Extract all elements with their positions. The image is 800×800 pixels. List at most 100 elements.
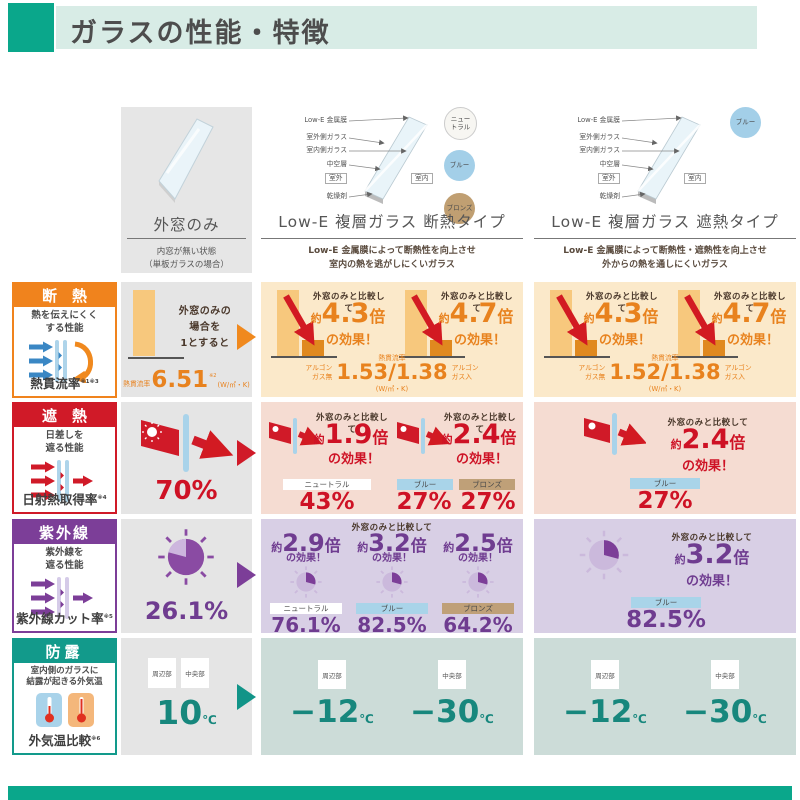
effect-factor: 約2.5倍 [443, 529, 513, 557]
condensation-dannetsu-cell: 周辺部 −12 ℃ 中央部 −30 ℃ [261, 638, 523, 755]
temp-group: 中央部 −30 ℃ [391, 638, 513, 755]
compare-note: 外窓のみと比較して [443, 413, 516, 435]
effect-factor: 約4.3倍 [310, 298, 386, 329]
temp-group: 周辺部 −12 ℃ [271, 638, 393, 755]
uv-metric: 紫外線カット率※5 [16, 611, 113, 626]
label-outer-glass: 室外側ガラス [306, 133, 347, 141]
sun-flag-arrow-icon [269, 418, 323, 454]
effect-label: の効果！ [286, 553, 326, 564]
axis-line [128, 357, 184, 359]
condensation-shanetsu-cell: 周辺部 −12 ℃ 中央部 −30 ℃ [534, 638, 796, 755]
label-air-layer: 中空層 [599, 160, 620, 168]
heatshield-item: 外窓のみと比較して 約2.4倍 の効果！ ブルー 27% ブロンズ 27% [395, 405, 517, 515]
sun-pie-icon [579, 530, 629, 580]
uv-cut-value: 82.5% [357, 613, 427, 637]
insulation-type-title: Low-E 複層ガラス 断熱タイプ [278, 213, 506, 231]
swatch-bronze: ブロンズ [444, 193, 475, 224]
heatshield-row-label: 遮 熱 日差しを 遮る性能 日射熱取得率※4 [12, 402, 117, 514]
outside-temp: −12 ℃ [563, 694, 647, 730]
decrease-arrow [684, 294, 716, 346]
color-badge-blue: ブルー [397, 479, 453, 490]
solar-gain-value: 27% [460, 489, 516, 515]
insulation-metric: 熱貫流率※1※3 [30, 376, 99, 391]
sun-pie-icon [462, 566, 494, 598]
sun-flag-arrow-icon [584, 413, 646, 455]
color-badge-blue: ブルー [356, 603, 428, 614]
mini-bar-chart: 外窓のみと比較して 約4.3倍 の効果！ [269, 288, 389, 358]
uv-cut-outer: 26.1% [144, 597, 229, 625]
compare-note: 外窓のみと比較して [667, 418, 749, 428]
column-header-heatshield-type: Low-E 金属膜 室外側ガラス 室内側ガラス 中空層 乾燥剤 室外 室内 ブル… [534, 105, 796, 275]
swatch-blue: ブルー [730, 107, 761, 138]
reference-note: 外窓のみの 場合を 1とすると [178, 306, 232, 349]
mini-bar-chart: 外窓のみと比較して 約4.3倍 の効果！ [542, 288, 662, 358]
sun-pie-icon [158, 529, 214, 585]
effect-factor: 約2.4倍 [441, 419, 517, 450]
heatshield-dannetsu-cell: 外窓のみと比較して 約1.9倍 の効果！ ニュートラル 43% 外窓のみと比較し… [261, 402, 523, 514]
insulation-outer-cell: 外窓のみの 場合を 1とすると 熱貫流率 6.51 ※2 (W/㎡・K) [121, 282, 252, 397]
effect-factor: 約2.4倍 [670, 424, 746, 455]
title-band [56, 6, 757, 49]
double-glazing-diagram [348, 115, 428, 204]
effect-factor: 約4.3倍 [583, 298, 659, 329]
sun-pie-icon [376, 566, 408, 598]
swatch-blue: ブルー [444, 150, 475, 181]
arrow-right-orange [237, 324, 256, 350]
uv-row-title: 紫外線 [14, 521, 115, 544]
insulation-row-label: 断 熱 熱を伝えにくく する性能 熱貫流率※1※3 [12, 282, 117, 398]
insulation-row-desc: 熱を伝えにくく する性能 [31, 310, 98, 334]
decrease-arrow [411, 294, 443, 346]
effect-label: の効果！ [726, 333, 779, 348]
insulation-row-title: 断 熱 [14, 284, 115, 307]
effect-factor: 約4.7倍 [438, 298, 514, 329]
label-lowe-film: Low-E 金属膜 [304, 116, 347, 124]
compare-note: 外窓のみと比較して [440, 292, 513, 314]
compare-note: 外窓のみと比較して [312, 292, 385, 314]
temp-group: 周辺部 −12 ℃ [544, 638, 666, 755]
heatshield-metric: 日射熱取得率※4 [22, 492, 107, 507]
swatch-neutral: ニュー トラル [444, 107, 477, 140]
position-badge-center: 中央部 [711, 660, 739, 689]
condensation-outer-cell: 周辺部 中央部 10 ℃ [121, 638, 252, 755]
single-glass-icon [158, 118, 214, 203]
uv-row-label: 紫外線 紫外線を 遮る性能 紫外線カット率※5 [12, 519, 117, 633]
label-inside: 室内 [411, 173, 433, 184]
label-outer-glass: 室外側ガラス [579, 133, 620, 141]
condensation-row-label: 防露 室内側のガラスに 結露が起きる外気温 外気温比較※6 [12, 638, 117, 755]
solar-gain-value: 43% [299, 489, 355, 515]
sun-flag-arrow-icon [397, 418, 451, 454]
divider [534, 238, 796, 239]
color-badge-blue: ブルー [631, 597, 701, 608]
column-header-outer-only: 外窓のみ 内窓が無い状態 （単板ガラスの場合） [121, 107, 252, 273]
effect-label: の効果！ [455, 452, 508, 467]
uv-item: 約2.5倍 の効果！ ブロンズ 64.2% [437, 519, 519, 637]
color-badge-neutral: ニュートラル [283, 479, 371, 490]
uv-shanetsu-cell: 外窓のみと比較して 約3.2倍 の効果！ ブルー 82.5% [534, 519, 796, 633]
heat-flow-icon [28, 339, 93, 383]
uv-item: 約2.9倍 の効果！ ニュートラル 76.1% [265, 519, 347, 635]
heatshield-type-title: Low-E 複層ガラス 遮熱タイプ [551, 213, 779, 231]
uv-item: 約3.2倍 の効果！ ブルー 82.5% [351, 519, 433, 637]
baseline-bar [133, 290, 155, 356]
condensation-row-title: 防露 [14, 640, 115, 663]
effect-label: の効果！ [453, 333, 506, 348]
heatshield-type-description: Low-E 金属膜によって断熱性・遮熱性を向上させ 外からの熱を通しにくいガラス [563, 246, 767, 270]
label-inner-glass: 室内側ガラス [306, 146, 347, 154]
label-desiccant: 乾燥剤 [599, 192, 620, 200]
u-value-block: アルゴン ガス無 熱貫流率 1.53/1.38 (W/㎡・K) アルゴン ガス入 [305, 354, 479, 393]
arrow-right-red [237, 440, 256, 466]
u-value-block: アルゴン ガス無 熱貫流率 1.52/1.38 (W/㎡・K) アルゴン ガス入 [578, 354, 752, 393]
uv-cut-value: 64.2% [443, 613, 513, 637]
insulation-dannetsu-cell: 外窓のみと比較して 約4.3倍 の効果！ 外窓のみと比較して 約4.7倍 の効果… [261, 282, 523, 397]
effect-label: の効果！ [685, 574, 738, 589]
effect-label: の効果！ [598, 333, 651, 348]
footer-bar [8, 786, 792, 800]
insulation-shanetsu-cell: 外窓のみと比較して 約4.3倍 の効果！ 外窓のみと比較して 約4.7倍 の効果… [534, 282, 796, 397]
outside-temp: −30 ℃ [683, 694, 767, 730]
temp-group: 中央部 −30 ℃ [664, 638, 786, 755]
effect-label: の効果！ [458, 553, 498, 564]
position-badge-edge: 周辺部 [148, 658, 176, 688]
label-inner-glass: 室内側ガラス [579, 146, 620, 154]
label-air-layer: 中空層 [326, 160, 347, 168]
